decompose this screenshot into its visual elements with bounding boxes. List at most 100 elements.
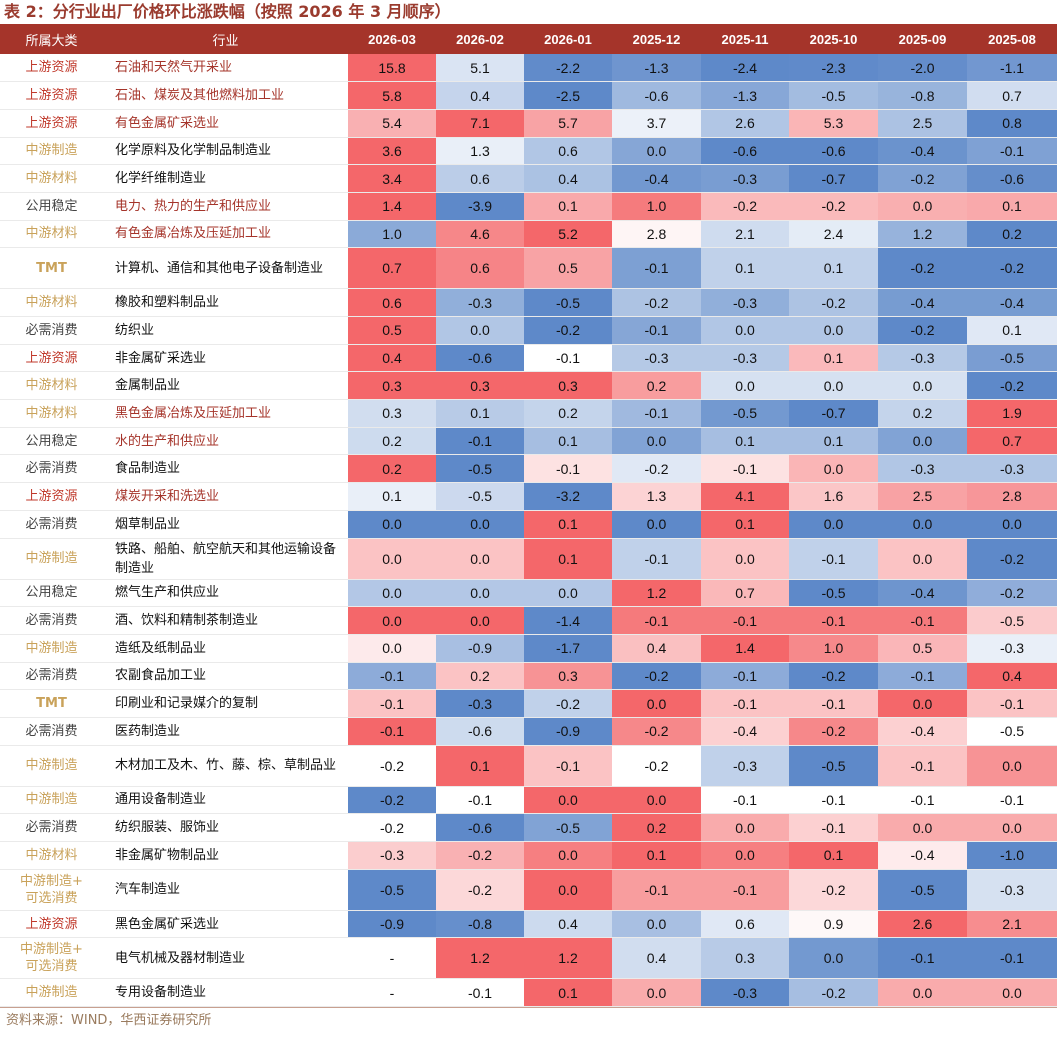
month-header: 2025-11 xyxy=(701,24,789,54)
value-cell: -1.3 xyxy=(701,81,789,110)
industry-cell: 纺织业 xyxy=(103,316,348,345)
value-cell: 0.2 xyxy=(612,813,701,842)
month-header: 2026-03 xyxy=(348,24,436,54)
value-cell: 1.0 xyxy=(348,220,436,249)
value-cell: -0.3 xyxy=(612,344,701,373)
table-row: 必需消费 酒、饮料和精制茶制造业 0.0 0.0 -1.4 -0.1 -0.1 -0.1 -0.… xyxy=(0,606,1057,635)
value-cell: 3.7 xyxy=(612,109,701,138)
value-cell: -0.1 xyxy=(348,717,436,746)
value-cell: 0.1 xyxy=(524,510,612,539)
value-cell: -0.5 xyxy=(524,813,612,842)
value-cell: -0.1 xyxy=(348,689,436,718)
value-cell: -0.1 xyxy=(878,786,967,815)
value-cell: 1.0 xyxy=(789,634,878,663)
value-cell: 1.3 xyxy=(612,482,701,511)
industry-cell: 黑色金属矿采选业 xyxy=(103,910,348,939)
table-row: 中游制造 木材加工及木、竹、藤、棕、草制品业 -0.2 0.1 -0.1 -0.2 -0.3… xyxy=(0,745,1057,787)
value-cell: 0.0 xyxy=(612,510,701,539)
value-cell: 0.0 xyxy=(967,745,1057,787)
value-cell: -0.3 xyxy=(701,164,789,193)
table-row: 公用稳定 电力、热力的生产和供应业 1.4 -3.9 0.1 1.0 -0.2 -0.2 0.0… xyxy=(0,192,1057,221)
value-cell: -0.8 xyxy=(436,910,524,939)
value-cell: -0.1 xyxy=(701,786,789,815)
value-cell: 4.1 xyxy=(701,482,789,511)
value-cell: 0.1 xyxy=(967,316,1057,345)
category-cell: 必需消费 xyxy=(0,662,103,691)
value-cell: 0.4 xyxy=(524,910,612,939)
value-cell: -0.1 xyxy=(701,869,789,911)
value-cell: 0.9 xyxy=(789,910,878,939)
value-cell: -0.2 xyxy=(789,869,878,911)
value-cell: -0.2 xyxy=(967,538,1057,580)
value-cell: -0.7 xyxy=(789,399,878,428)
value-cell: 5.2 xyxy=(524,220,612,249)
value-cell: 0.0 xyxy=(612,137,701,166)
category-cell: 中游制造+ 可选消费 xyxy=(0,869,103,911)
table-row: 中游材料 橡胶和塑料制品业 0.6 -0.3 -0.5 -0.2 -0.3 -0.2 -0.4-… xyxy=(0,288,1057,317)
table-row: 上游资源 有色金属矿采选业 5.4 7.1 5.7 3.7 2.6 5.3 2.5 0.8 xyxy=(0,109,1057,138)
value-cell: 2.5 xyxy=(878,482,967,511)
value-cell: -0.1 xyxy=(612,399,701,428)
value-cell: -0.2 xyxy=(789,288,878,317)
category-cell: 中游制造 xyxy=(0,634,103,663)
value-cell: -0.7 xyxy=(789,164,878,193)
value-cell: 0.0 xyxy=(878,813,967,842)
value-cell: 0.0 xyxy=(612,910,701,939)
value-cell: 0.7 xyxy=(967,427,1057,456)
value-cell: 0.0 xyxy=(878,689,967,718)
value-cell: -0.1 xyxy=(436,786,524,815)
table-row: 中游制造+ 可选消费 电气机械及器材制造业 -1.2 1.2 0.4 0.3 0.0 -0.1-… xyxy=(0,937,1057,980)
table-row: 必需消费 纺织服装、服饰业 -0.2 -0.6 -0.5 0.2 0.0 -0.1 0.0 0.0 xyxy=(0,813,1057,842)
value-cell: -0.6 xyxy=(436,717,524,746)
value-cell: -0.5 xyxy=(348,869,436,911)
value-cell: -0.2 xyxy=(612,288,701,317)
value-cell: 0.2 xyxy=(436,662,524,691)
industry-cell: 电气机械及器材制造业 xyxy=(103,937,348,980)
value-cell: -0.2 xyxy=(789,717,878,746)
industry-cell: 橡胶和塑料制品业 xyxy=(103,288,348,317)
value-cell: 1.2 xyxy=(878,220,967,249)
value-cell: -0.1 xyxy=(789,538,878,580)
value-cell: 15.8 xyxy=(348,54,436,83)
value-cell: -0.5 xyxy=(436,454,524,484)
value-cell: -0.1 xyxy=(789,786,878,815)
value-cell: 5.1 xyxy=(436,54,524,83)
industry-cell: 非金属矿物制品业 xyxy=(103,841,348,870)
category-cell: 上游资源 xyxy=(0,910,103,939)
value-cell: -1.4 xyxy=(524,606,612,635)
value-cell: -0.2 xyxy=(612,717,701,746)
value-cell: -1.0 xyxy=(967,841,1057,870)
value-cell: 2.1 xyxy=(701,220,789,249)
value-cell: 0.0 xyxy=(701,538,789,580)
value-cell: 0.1 xyxy=(967,192,1057,221)
value-cell: 5.4 xyxy=(348,109,436,138)
value-cell: -0.1 xyxy=(436,978,524,1008)
value-cell: -2.3 xyxy=(789,54,878,83)
value-cell: -0.9 xyxy=(524,717,612,746)
value-cell: 0.1 xyxy=(612,841,701,870)
value-cell: 1.2 xyxy=(612,579,701,608)
category-cell: 中游制造+ 可选消费 xyxy=(0,937,103,980)
value-cell: -0.2 xyxy=(878,316,967,345)
category-cell: 必需消费 xyxy=(0,717,103,746)
table-row: 上游资源 煤炭开采和洗选业 0.1 -0.5 -3.2 1.3 4.1 1.6 2.5 2.8 xyxy=(0,482,1057,511)
month-header: 2025-12 xyxy=(612,24,701,54)
category-cell: 中游制造 xyxy=(0,786,103,815)
value-cell: -0.3 xyxy=(967,454,1057,484)
value-cell: -0.6 xyxy=(967,164,1057,193)
industry-cell: 煤炭开采和洗选业 xyxy=(103,482,348,511)
value-cell: 1.4 xyxy=(348,192,436,221)
value-cell: 0.0 xyxy=(612,427,701,456)
industry-header: 行业 xyxy=(103,24,348,54)
value-cell: -0.2 xyxy=(789,978,878,1008)
value-cell: 0.3 xyxy=(701,937,789,980)
value-cell: 0.4 xyxy=(524,164,612,193)
value-cell: -0.3 xyxy=(436,689,524,718)
value-cell: -0.1 xyxy=(612,247,701,290)
category-cell: 上游资源 xyxy=(0,81,103,110)
industry-cell: 化学原料及化学制品制造业 xyxy=(103,137,348,166)
industry-cell: 有色金属冶炼及压延加工业 xyxy=(103,220,348,249)
value-cell: -0.3 xyxy=(967,869,1057,911)
value-cell: 1.2 xyxy=(524,937,612,980)
value-cell: -0.2 xyxy=(878,164,967,193)
